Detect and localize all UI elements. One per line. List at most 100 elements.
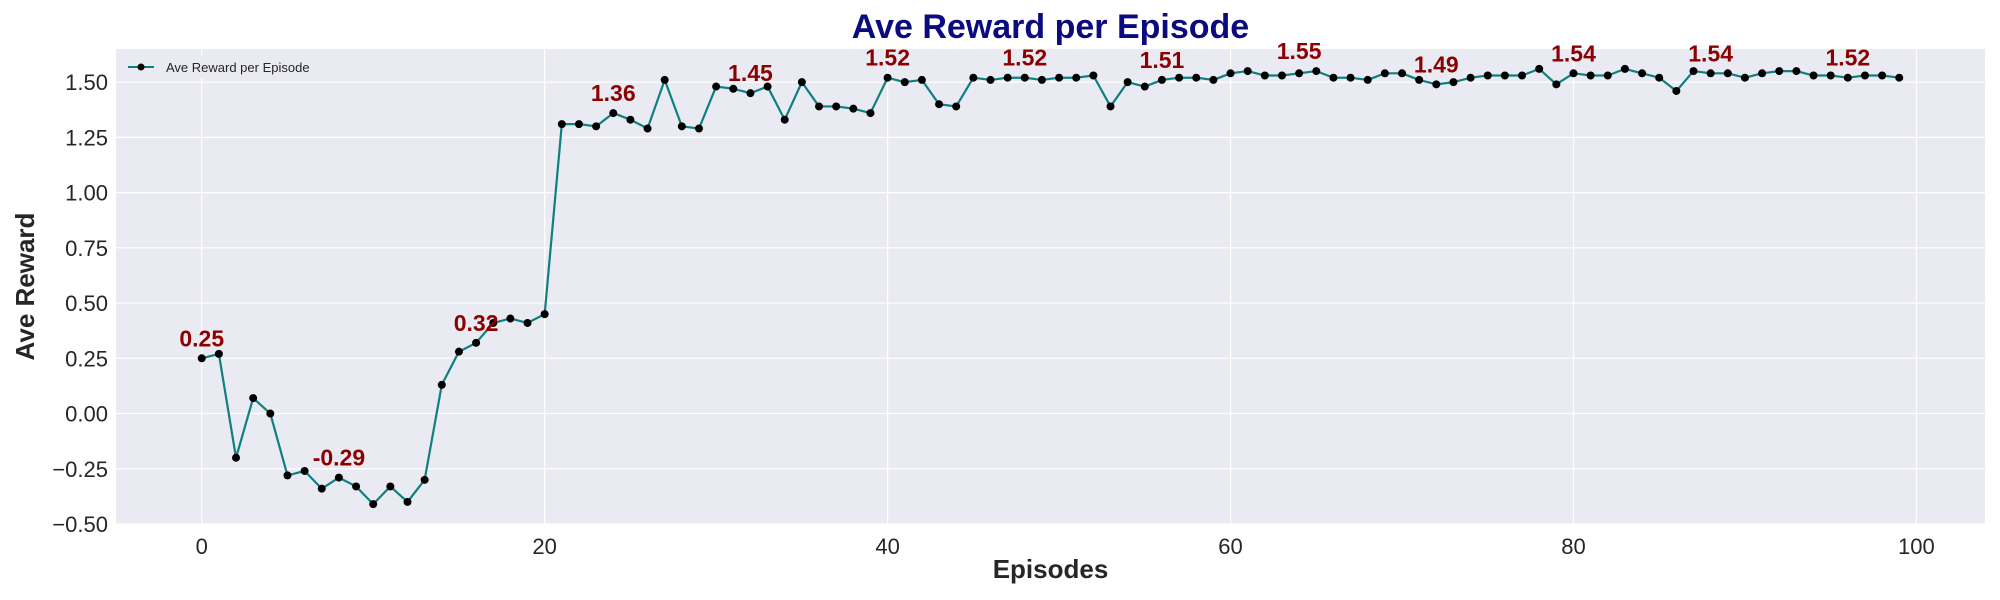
- data-point: [1895, 73, 1904, 82]
- data-point: [1706, 69, 1715, 78]
- x-tick-label: 100: [1898, 534, 1935, 559]
- data-point: [763, 82, 772, 91]
- data-point: [283, 471, 292, 480]
- data-point: [1243, 67, 1252, 76]
- data-point: [1449, 78, 1458, 87]
- data-point: [643, 124, 652, 133]
- data-point: [1123, 78, 1132, 87]
- plot-area: [116, 49, 1985, 524]
- data-annotation: 1.36: [591, 80, 636, 106]
- data-point: [592, 122, 601, 131]
- y-tick-label: 0.75: [65, 236, 108, 261]
- series-group: [197, 64, 1904, 509]
- data-point: [1500, 71, 1509, 80]
- x-tick-label: 20: [532, 534, 556, 559]
- data-point: [1226, 69, 1235, 78]
- data-point: [1518, 71, 1527, 80]
- data-point: [986, 75, 995, 84]
- data-annotation: 1.51: [1140, 47, 1185, 73]
- y-tick-label: −0.50: [52, 512, 108, 537]
- chart-title: Ave Reward per Episode: [852, 8, 1249, 46]
- data-annotation: 1.52: [1825, 45, 1870, 71]
- data-point: [1638, 69, 1647, 78]
- data-point: [917, 75, 926, 84]
- data-point: [352, 482, 361, 491]
- data-point: [1209, 75, 1218, 84]
- data-point: [1758, 69, 1767, 78]
- data-point: [1569, 69, 1578, 78]
- data-point: [780, 115, 789, 124]
- data-point: [935, 100, 944, 109]
- data-point: [1312, 67, 1321, 76]
- data-point: [1860, 71, 1869, 80]
- data-point: [1072, 73, 1081, 82]
- data-point: [334, 473, 343, 482]
- data-point: [729, 84, 738, 93]
- data-annotation: 1.54: [1551, 40, 1596, 66]
- data-point: [1723, 69, 1732, 78]
- data-point: [1295, 69, 1304, 78]
- data-point: [626, 115, 635, 124]
- data-point: [1603, 71, 1612, 80]
- data-point: [1843, 73, 1852, 82]
- data-point: [1878, 71, 1887, 80]
- data-point: [1775, 67, 1784, 76]
- data-point: [677, 122, 686, 131]
- data-point: [1740, 73, 1749, 82]
- y-tick-label: 0.00: [65, 402, 108, 427]
- legend: Ave Reward per Episode: [123, 56, 338, 78]
- x-axis-label: Episodes: [993, 554, 1109, 584]
- data-point: [1792, 67, 1801, 76]
- data-point: [1037, 75, 1046, 84]
- data-point: [1157, 75, 1166, 84]
- data-point: [472, 338, 481, 347]
- data-annotation: 1.55: [1277, 38, 1322, 64]
- x-tick-label: 80: [1561, 534, 1585, 559]
- data-point: [1003, 73, 1012, 82]
- data-annotation: 1.52: [865, 45, 910, 71]
- data-point: [1620, 64, 1629, 73]
- data-point: [437, 380, 446, 389]
- data-point: [832, 102, 841, 111]
- x-tick-label: 40: [875, 534, 899, 559]
- data-point: [1192, 73, 1201, 82]
- data-point: [1175, 73, 1184, 82]
- data-point: [746, 89, 755, 98]
- legend-label: Ave Reward per Episode: [166, 60, 310, 75]
- data-point: [883, 73, 892, 82]
- data-point: [1809, 71, 1818, 80]
- data-annotation: 0.25: [179, 325, 224, 351]
- data-point: [969, 73, 978, 82]
- data-point: [866, 109, 875, 118]
- data-annotation: 1.49: [1414, 51, 1459, 77]
- y-axis-ticks: −0.50 −0.25 0.00 0.25 0.50 0.75 1.00 1.25 1.50: [52, 70, 108, 537]
- data-point: [660, 75, 669, 84]
- data-point: [1415, 75, 1424, 84]
- data-point: [523, 318, 532, 327]
- data-point: [1380, 69, 1389, 78]
- legend-box: [123, 56, 338, 78]
- data-point: [557, 120, 566, 129]
- data-point: [540, 310, 549, 319]
- data-point: [403, 497, 412, 506]
- data-point: [900, 78, 909, 87]
- series-line: [201, 67, 1900, 506]
- data-point: [1689, 67, 1698, 76]
- data-point: [1055, 73, 1064, 82]
- data-point: [1432, 80, 1441, 89]
- data-point: [506, 314, 515, 323]
- data-point: [815, 102, 824, 111]
- data-point: [454, 347, 463, 356]
- data-point: [266, 409, 275, 418]
- data-point: [574, 120, 583, 129]
- data-point: [849, 104, 858, 113]
- y-tick-label: 1.50: [65, 70, 108, 95]
- data-point: [1363, 75, 1372, 84]
- data-point: [369, 500, 378, 509]
- x-axis-ticks: 0 20 40 60 80 100: [196, 534, 1935, 559]
- data-point: [609, 109, 618, 118]
- data-point: [249, 394, 258, 403]
- grid-lines: [116, 49, 1985, 525]
- data-annotation: 1.54: [1688, 40, 1733, 66]
- data-point: [489, 318, 498, 327]
